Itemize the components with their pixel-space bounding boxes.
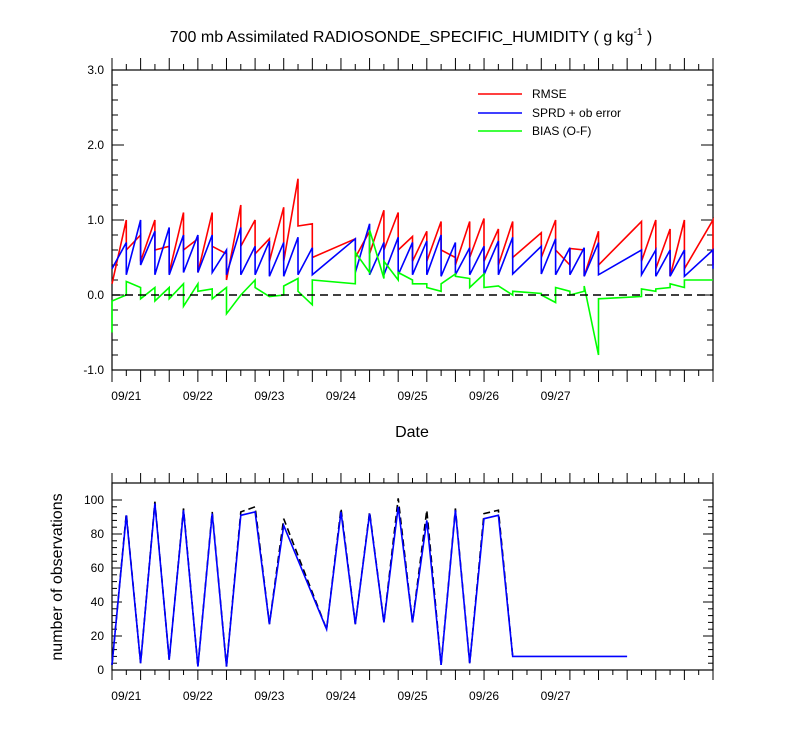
y-tick-label: 1.0 <box>87 213 104 227</box>
x-tick-label: 09/23 <box>254 389 284 403</box>
y-tick-label: -1.0 <box>83 363 104 377</box>
bottom-series <box>111 498 628 667</box>
x-tick-label: 09/21 <box>111 689 141 703</box>
series-line-sprd <box>111 219 714 279</box>
y-tick-label: 0 <box>97 663 104 677</box>
series-line-assimilated <box>111 503 628 667</box>
series-line-observed <box>111 498 514 667</box>
x-tick-label: 09/23 <box>254 689 284 703</box>
x-tick-label: 09/27 <box>541 389 571 403</box>
y-tick-label: 100 <box>84 493 104 507</box>
y-tick-label: 3.0 <box>87 63 104 77</box>
y-tick-label: 40 <box>91 595 105 609</box>
legend: RMSE SPRD + ob error BIAS (O-F) <box>478 87 621 138</box>
top-x-ticks: 09/21 09/22 09/23 09/24 09/25 09/26 09/27 <box>111 58 714 403</box>
x-tick-label: 09/27 <box>541 689 571 703</box>
x-tick-label: 09/26 <box>469 389 499 403</box>
y-tick-label: 80 <box>91 527 105 541</box>
x-tick-label: 09/22 <box>183 389 213 403</box>
bottom-x-ticks: 09/21 09/22 09/23 09/24 09/25 09/26 09/27 <box>111 473 714 703</box>
x-tick-label: 09/22 <box>183 689 213 703</box>
x-tick-label: 09/21 <box>111 389 141 403</box>
legend-label-bias: BIAS (O-F) <box>532 124 591 138</box>
top-series <box>111 178 714 356</box>
y-tick-label: 20 <box>91 629 105 643</box>
x-tick-label: 09/25 <box>397 389 427 403</box>
legend-label-rmse: RMSE <box>532 87 567 101</box>
x-tick-label: 09/24 <box>326 389 356 403</box>
y-axis-label-observations: number of observations <box>49 493 66 660</box>
x-tick-label: 09/25 <box>397 689 427 703</box>
bottom-y-ticks: 0 20 40 60 80 100 <box>84 493 713 677</box>
chart-title: 700 mb Assimilated RADIOSONDE_SPECIFIC_H… <box>170 27 653 46</box>
y-tick-label: 2.0 <box>87 138 104 152</box>
x-axis-label: Date <box>395 424 429 441</box>
legend-label-sprd: SPRD + ob error <box>532 106 621 120</box>
y-tick-label: 0.0 <box>87 288 104 302</box>
top-panel: -1.00.01.02.03.0 09/21 09/22 09/23 09/24 09/… <box>83 58 714 441</box>
y-tick-label: 60 <box>91 561 105 575</box>
x-tick-label: 09/26 <box>469 689 499 703</box>
top-plot-frame <box>111 69 714 371</box>
bottom-plot-frame <box>111 482 714 671</box>
top-y-ticks: -1.0 0.0 1.0 2.0 3.0 <box>83 63 713 377</box>
x-tick-label: 09/24 <box>326 689 356 703</box>
